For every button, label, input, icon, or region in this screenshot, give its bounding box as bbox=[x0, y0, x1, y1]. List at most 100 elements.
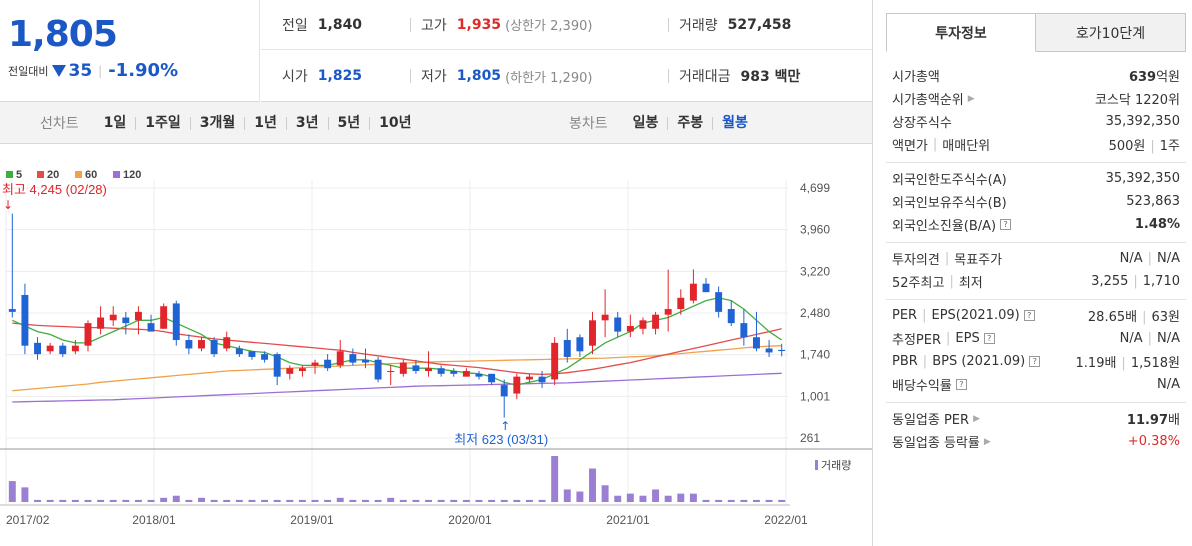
par-value-text: 500원 bbox=[1108, 139, 1146, 154]
price-change: 전일대비 35 | -1.90% bbox=[8, 60, 178, 81]
candle-body bbox=[324, 359, 332, 369]
est-per-label-text: 추정PER bbox=[892, 333, 942, 348]
industry-per-label[interactable]: 동일업종 PER ▶ bbox=[892, 409, 980, 428]
52w-low-value: 1,710 bbox=[1142, 274, 1180, 289]
x-tick-label: 2021/01 bbox=[606, 513, 650, 527]
volume-bar bbox=[185, 499, 193, 502]
period-weekly[interactable]: 주봉 bbox=[667, 116, 712, 130]
candle-body bbox=[563, 340, 571, 357]
volume-bar bbox=[601, 485, 609, 502]
candle-body bbox=[34, 342, 42, 355]
candle-body bbox=[601, 314, 609, 321]
x-tick-label: 2022/01 bbox=[764, 513, 808, 527]
volume-bar bbox=[399, 499, 407, 502]
candle-body bbox=[589, 320, 596, 346]
52w-high-value: 3,255 bbox=[1091, 274, 1129, 289]
volume-bar bbox=[664, 495, 672, 502]
volume-bar bbox=[652, 489, 660, 502]
candle-body bbox=[425, 368, 433, 372]
per-value: 28.65배 | 63원 bbox=[1088, 306, 1180, 325]
period-10y[interactable]: 10년 bbox=[369, 116, 420, 130]
help-icon[interactable]: ? bbox=[983, 333, 995, 344]
candle-body bbox=[235, 348, 243, 355]
amount-value: 983 백만 bbox=[740, 69, 801, 85]
divider: | bbox=[1142, 310, 1147, 325]
volume-bar bbox=[286, 499, 294, 502]
divider bbox=[410, 69, 411, 83]
period-3y[interactable]: 3년 bbox=[285, 116, 328, 130]
y-tick-label: 4,699 bbox=[800, 181, 830, 195]
trade-unit-label: 매매단위 bbox=[942, 139, 991, 154]
prev-close-label: 전일 bbox=[282, 17, 308, 34]
volume-bar bbox=[500, 499, 508, 502]
candle-body bbox=[311, 362, 319, 366]
change-percent: -1.90% bbox=[108, 60, 179, 81]
dividend-label-text: 배당수익률 bbox=[892, 379, 952, 394]
volume-bar bbox=[34, 499, 42, 502]
period-5y[interactable]: 5년 bbox=[327, 116, 370, 130]
candle-body bbox=[450, 371, 458, 374]
row-opinion: 투자의견 | 목표주가 N/A | N/A bbox=[892, 247, 1180, 270]
period-1w[interactable]: 1주일 bbox=[135, 116, 190, 130]
candle-body bbox=[538, 376, 546, 383]
volume-bar bbox=[715, 499, 723, 502]
candle-body bbox=[97, 317, 105, 329]
volume-bar bbox=[336, 497, 344, 502]
52w-low-label: 최저 bbox=[958, 276, 983, 291]
industry-rate-label[interactable]: 동일업종 등락률 ▶ bbox=[892, 432, 991, 451]
candle-body bbox=[702, 283, 710, 293]
volume-bar bbox=[475, 499, 483, 502]
volume-bar bbox=[109, 499, 117, 502]
ma120-line bbox=[12, 372, 782, 403]
market-cap-label: 시가총액 bbox=[892, 70, 940, 85]
price-chart[interactable]: 4,699 3,960 3,220 2,480 1,740 1,001 261 2017/02… bbox=[0, 160, 872, 546]
candle-body bbox=[727, 309, 735, 324]
help-icon[interactable]: ? bbox=[955, 379, 967, 390]
period-daily[interactable]: 일봉 bbox=[632, 114, 659, 131]
row-foreign-limit: 외국인한도주식수(A) 35,392,350 bbox=[892, 167, 1180, 190]
row-est-per: 추정PER | EPS? N/A | N/A bbox=[892, 327, 1180, 350]
volume-bar bbox=[160, 497, 168, 502]
arrow-up-icon: ↑ bbox=[500, 419, 510, 433]
open-value: 1,825 bbox=[317, 68, 363, 84]
candle-body bbox=[500, 385, 508, 397]
tab-invest-info[interactable]: 투자정보 bbox=[886, 13, 1036, 52]
rank-label[interactable]: 시가총액순위 ▶ bbox=[892, 89, 975, 108]
arrow-down-icon: ↓ bbox=[3, 198, 13, 212]
52w-value: 3,255 | 1,710 bbox=[1091, 274, 1180, 289]
help-icon[interactable]: ? bbox=[1029, 356, 1041, 367]
y-tick-label: 1,740 bbox=[800, 348, 830, 362]
candle-body bbox=[46, 345, 54, 352]
help-icon[interactable]: ? bbox=[1023, 310, 1035, 321]
row-par: 액면가 | 매매단위 500원 | 1주 bbox=[892, 133, 1180, 156]
legend-swatch bbox=[37, 171, 44, 178]
volume-bar bbox=[513, 499, 521, 502]
trade-unit-value: 1주 bbox=[1159, 139, 1180, 154]
y-tick-label: 261 bbox=[800, 431, 820, 445]
tab-quote-10[interactable]: 호가10단계 bbox=[1036, 13, 1186, 52]
industry-rate-value: +0.38% bbox=[1128, 434, 1180, 449]
volume-bar bbox=[740, 499, 748, 502]
section-foreign: 외국인한도주식수(A) 35,392,350 외국인보유주식수(B) 523,8… bbox=[886, 163, 1186, 243]
candle-body bbox=[399, 362, 407, 374]
period-1y[interactable]: 1년 bbox=[244, 116, 286, 130]
volume-bar bbox=[8, 481, 16, 502]
volume-legend-swatch bbox=[815, 460, 818, 470]
row-foreign-ratio: 외국인소진율(B/A)? 1.48% bbox=[892, 213, 1180, 236]
stats-row-1: 전일 1,840 고가 1,935 (상한가 2,390) 거래량 527,45… bbox=[261, 0, 872, 50]
help-icon[interactable]: ? bbox=[1000, 219, 1012, 230]
period-1d[interactable]: 1일 bbox=[103, 114, 127, 131]
candle-body bbox=[513, 376, 521, 394]
period-3m[interactable]: 3개월 bbox=[189, 116, 245, 130]
candle-body bbox=[185, 340, 193, 349]
candle-body bbox=[336, 351, 344, 366]
est-eps-label: EPS bbox=[955, 331, 980, 346]
legend-label: 5 bbox=[16, 169, 22, 181]
divider: | bbox=[1133, 274, 1138, 289]
rank-label-text: 시가총액순위 bbox=[892, 93, 964, 108]
candle-body bbox=[374, 359, 382, 380]
est-per-value: N/A | N/A bbox=[1120, 331, 1180, 346]
period-monthly[interactable]: 월봉 bbox=[712, 116, 757, 130]
row-market-cap: 시가총액 639억원 bbox=[892, 64, 1180, 87]
section-valuation: PER | EPS(2021.09)? 28.65배 | 63원 추정PER | EPS? … bbox=[886, 300, 1186, 403]
